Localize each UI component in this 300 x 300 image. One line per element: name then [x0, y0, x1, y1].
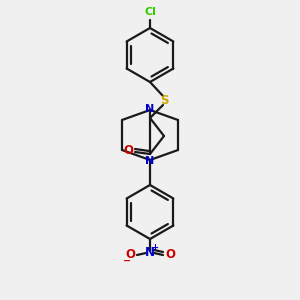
Text: O: O — [125, 248, 135, 262]
Text: N: N — [146, 156, 154, 166]
Text: N: N — [145, 247, 155, 260]
Text: O: O — [165, 248, 175, 262]
Text: −: − — [123, 256, 131, 266]
Text: Cl: Cl — [144, 7, 156, 17]
Text: N: N — [146, 104, 154, 114]
Text: O: O — [123, 145, 133, 158]
Text: S: S — [160, 94, 168, 106]
Text: +: + — [152, 244, 158, 253]
